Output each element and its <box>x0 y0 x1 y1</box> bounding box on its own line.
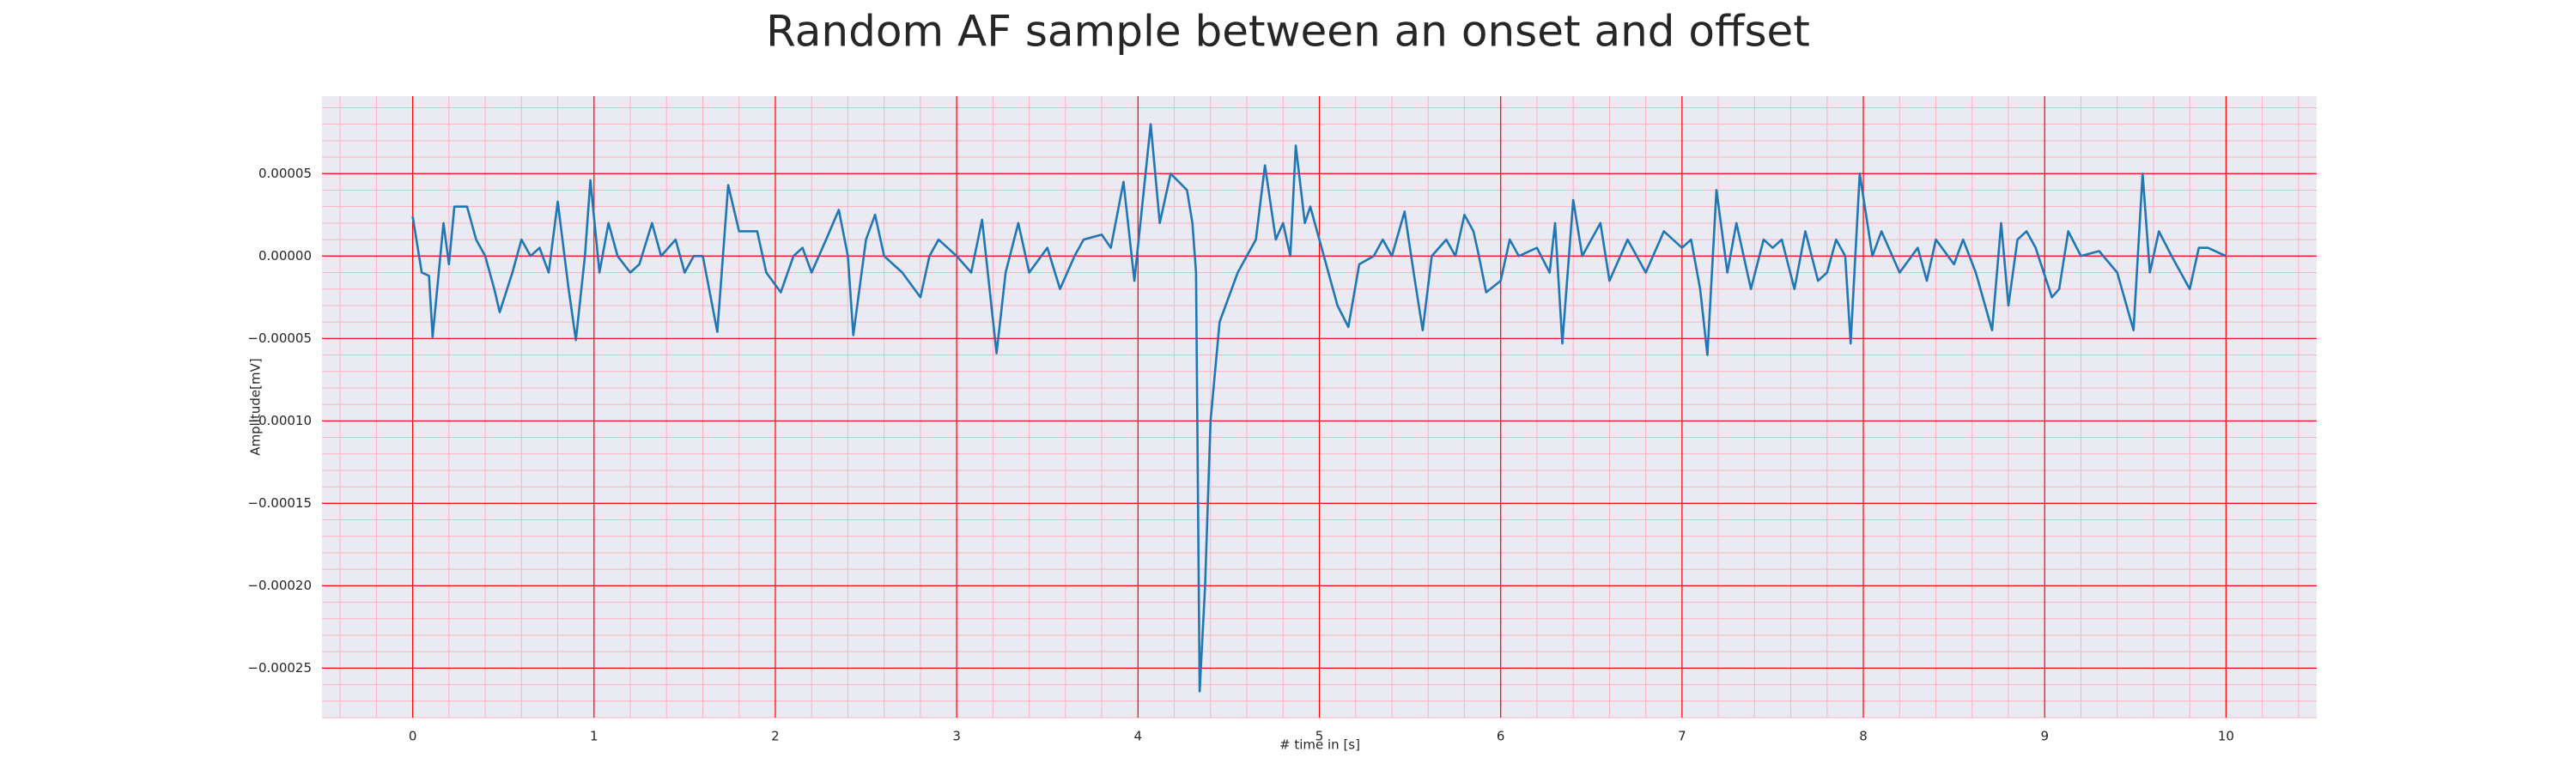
x-tick-label: 6 <box>1497 729 1505 744</box>
x-tick-label: 1 <box>590 729 598 744</box>
x-tick-label: 9 <box>2040 729 2049 744</box>
x-axis-label: # time in [s] <box>1279 737 1360 753</box>
signal-line <box>411 123 2227 693</box>
x-tick-label: 0 <box>409 729 417 744</box>
x-tick-label: 3 <box>952 729 961 744</box>
x-tick-label: 4 <box>1134 729 1143 744</box>
y-tick-label: −0.00010 <box>247 413 312 428</box>
y-tick-label: 0.00000 <box>258 248 312 264</box>
chart-title: Random AF sample between an onset and of… <box>766 7 1810 57</box>
x-tick-label: 5 <box>1315 729 1324 744</box>
x-tick-label: 2 <box>771 729 780 744</box>
y-tick-label: −0.00025 <box>247 660 312 676</box>
x-tick-label: 8 <box>1859 729 1868 744</box>
x-tick-label: 7 <box>1678 729 1686 744</box>
y-tick-label: 0.00005 <box>258 166 312 181</box>
y-tick-label: −0.00020 <box>247 578 312 593</box>
y-tick-label: −0.00015 <box>247 495 312 511</box>
y-axis-label: Amplitude[mV] <box>248 358 264 455</box>
x-tick-label: 10 <box>2218 729 2234 744</box>
y-tick-label: −0.00005 <box>247 330 312 346</box>
